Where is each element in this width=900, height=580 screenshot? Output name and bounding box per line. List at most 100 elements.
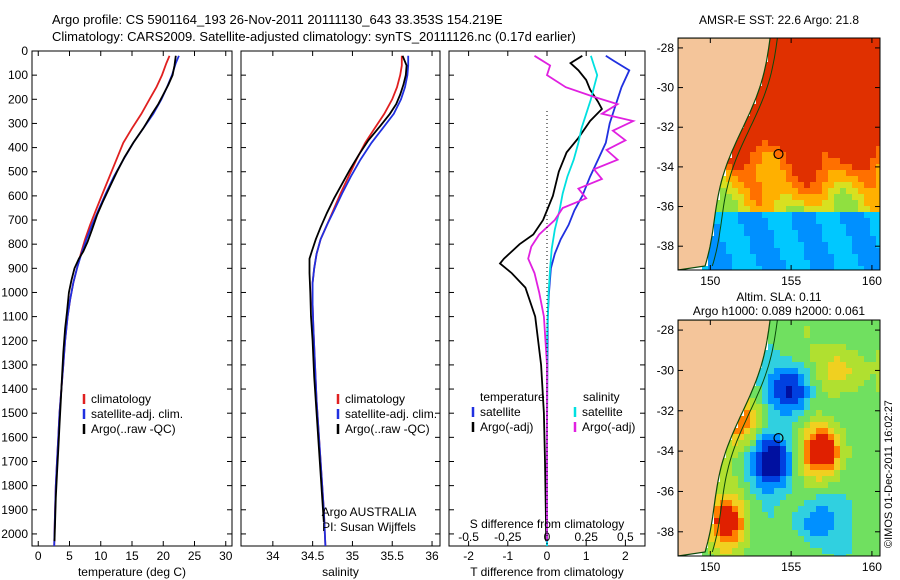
map-cell bbox=[870, 212, 877, 219]
map-cell bbox=[858, 350, 865, 357]
map-cell bbox=[768, 398, 775, 405]
y-tick-label: 1800 bbox=[1, 479, 28, 493]
map-cell bbox=[774, 404, 781, 411]
map-cell bbox=[768, 344, 775, 351]
map-cell bbox=[834, 164, 841, 171]
map-cell bbox=[792, 104, 799, 111]
x-tick-label: 25 bbox=[188, 549, 202, 563]
map-cell bbox=[774, 116, 781, 123]
map-cell bbox=[876, 392, 880, 399]
map-cell bbox=[810, 266, 817, 270]
map-cell bbox=[768, 488, 775, 495]
map-cell bbox=[756, 116, 763, 123]
map-cell bbox=[744, 182, 751, 189]
map-cell bbox=[810, 530, 817, 537]
map-cell bbox=[774, 128, 781, 135]
map-cell bbox=[774, 518, 781, 525]
map-cell bbox=[858, 434, 865, 441]
map-cell bbox=[792, 206, 799, 213]
map-cell bbox=[780, 458, 787, 465]
map-cell bbox=[840, 332, 847, 339]
map-cell bbox=[810, 512, 817, 519]
map-cell bbox=[738, 134, 745, 141]
map-cell bbox=[858, 188, 865, 195]
map-cell bbox=[876, 86, 880, 93]
map-cell bbox=[870, 548, 877, 555]
map-cell bbox=[822, 500, 829, 507]
map-cell bbox=[720, 236, 727, 243]
map-cell bbox=[870, 44, 877, 51]
y-tick-label: 700 bbox=[8, 213, 28, 227]
map-cell bbox=[768, 134, 775, 141]
map-cell bbox=[750, 146, 757, 153]
map-cell bbox=[726, 254, 733, 261]
map-cell bbox=[762, 236, 769, 243]
map-cell bbox=[798, 44, 805, 51]
map-cell bbox=[810, 182, 817, 189]
map-cell bbox=[822, 476, 829, 483]
map-cell bbox=[786, 356, 793, 363]
x2-tick-label: 0 bbox=[544, 530, 551, 544]
map-cell bbox=[822, 164, 829, 171]
map-cell bbox=[750, 266, 757, 270]
map-cell bbox=[756, 548, 763, 555]
map-cell bbox=[768, 206, 775, 213]
x2-tick-label: 0.25 bbox=[575, 530, 599, 544]
map-cell bbox=[816, 494, 823, 501]
map-cell bbox=[732, 434, 739, 441]
map-cell bbox=[852, 464, 859, 471]
map-cell bbox=[714, 536, 721, 543]
map-cell bbox=[870, 182, 877, 189]
map-cell bbox=[786, 164, 793, 171]
map-cell bbox=[744, 548, 751, 555]
map-cell bbox=[786, 398, 793, 405]
map-cell bbox=[780, 140, 787, 147]
map-cell bbox=[750, 452, 757, 459]
map-cell bbox=[780, 344, 787, 351]
map-cell bbox=[744, 140, 751, 147]
map-cell bbox=[846, 362, 853, 369]
map-cell bbox=[864, 524, 871, 531]
map-cell bbox=[792, 524, 799, 531]
map-cell bbox=[828, 116, 835, 123]
map-cell bbox=[816, 80, 823, 87]
map-cell bbox=[840, 380, 847, 387]
map-cell bbox=[876, 428, 880, 435]
map-cell bbox=[810, 404, 817, 411]
map-cell bbox=[816, 524, 823, 531]
map-cell bbox=[744, 506, 751, 513]
map-cell bbox=[768, 476, 775, 483]
map-cell bbox=[750, 188, 757, 195]
map-cell bbox=[750, 494, 757, 501]
map-cell bbox=[834, 524, 841, 531]
map-cell bbox=[774, 452, 781, 459]
map-cell bbox=[804, 470, 811, 477]
map-cell bbox=[780, 170, 787, 177]
map-cell bbox=[768, 194, 775, 201]
map-cell bbox=[804, 68, 811, 75]
map-cell bbox=[798, 62, 805, 69]
map-cell bbox=[840, 344, 847, 351]
map-cell bbox=[762, 554, 769, 556]
map-cell bbox=[852, 344, 859, 351]
map-cell bbox=[864, 122, 871, 129]
map-cell bbox=[858, 98, 865, 105]
map-cell bbox=[762, 404, 769, 411]
map-cell bbox=[720, 482, 727, 489]
map-cell bbox=[774, 194, 781, 201]
map-cell bbox=[750, 404, 757, 411]
map-cell bbox=[804, 248, 811, 255]
map-cell bbox=[864, 38, 871, 45]
map-cell bbox=[876, 212, 880, 219]
map-cell bbox=[822, 494, 829, 501]
map-cell bbox=[750, 248, 757, 255]
map-cell bbox=[852, 68, 859, 75]
map-cell bbox=[870, 260, 877, 267]
map-cell bbox=[840, 398, 847, 405]
map-cell bbox=[810, 446, 817, 453]
y-tick-label: -36 bbox=[657, 200, 675, 214]
map-cell bbox=[846, 368, 853, 375]
map-cell bbox=[780, 236, 787, 243]
map-cell bbox=[840, 98, 847, 105]
map-cell bbox=[804, 218, 811, 225]
